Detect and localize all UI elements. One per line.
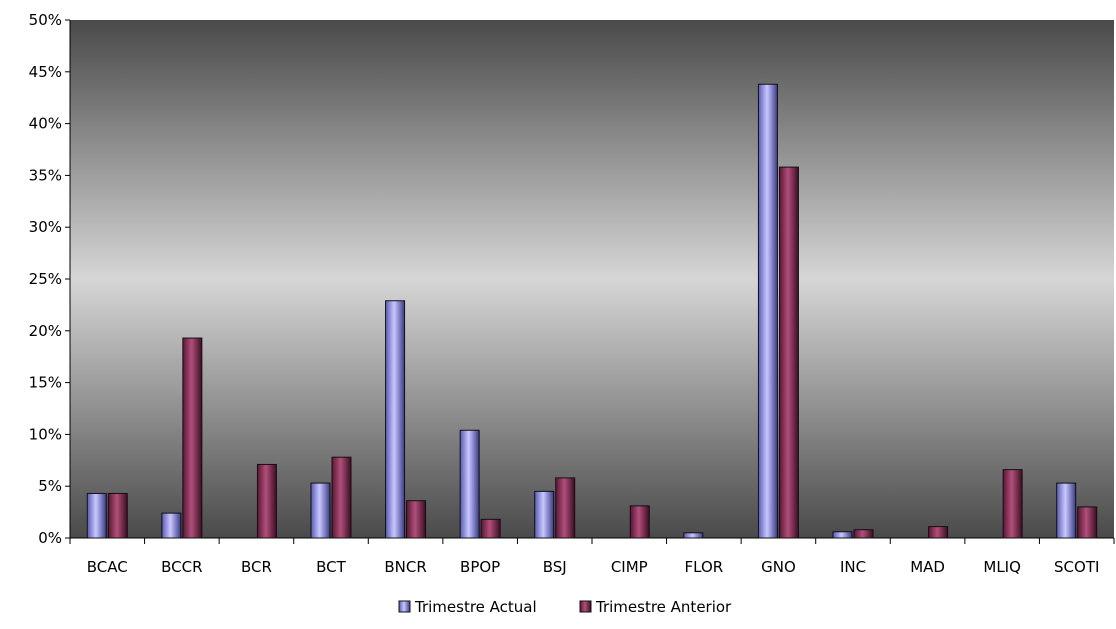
bar-trimestre-anterior [778, 166, 799, 539]
x-tick-label: GNO [761, 558, 796, 576]
x-tick-label: BCT [316, 558, 347, 576]
y-tick-label: 0% [38, 529, 62, 547]
y-tick-label: 25% [29, 270, 62, 288]
bar-trimestre-anterior [256, 463, 277, 539]
bar-trimestre-actual [459, 429, 480, 539]
x-tick-label: BPOP [460, 558, 500, 576]
bar-trimestre-anterior [331, 456, 352, 539]
x-tick-label: BCR [241, 558, 272, 576]
x-tick-label: MLIQ [983, 558, 1021, 576]
x-tick-labels: BCAC BCCR BCR BCT BNCR BPOP BSJ CIMP FLOR GNO INC M… [87, 558, 1100, 576]
bar-trimestre-anterior [406, 500, 427, 539]
bar-trimestre-actual [86, 492, 107, 539]
bar-trimestre-actual [310, 482, 331, 539]
x-tick-label: FLOR [685, 558, 724, 576]
bar-trimestre-actual [534, 490, 555, 539]
bar-trimestre-anterior [555, 477, 576, 539]
bar-trimestre-anterior [629, 505, 650, 539]
bar-trimestre-anterior [480, 518, 501, 539]
y-tick-label: 50% [29, 11, 62, 29]
plot-area [70, 20, 1114, 538]
x-tick-label: BCAC [87, 558, 128, 576]
y-tick-label: 30% [29, 218, 62, 236]
x-tick-label: MAD [910, 558, 945, 576]
x-tick-label: INC [840, 558, 866, 576]
y-tick-labels: 0% 5% 10% 15% 20% 25% 30% 35% 40% 45% 50% [29, 11, 62, 547]
y-tick-label: 20% [29, 322, 62, 340]
bar-trimestre-actual [832, 531, 853, 539]
bar-trimestre-anterior [1077, 506, 1098, 539]
x-tick-label: SCOTI [1054, 558, 1099, 576]
x-tick-label: BCCR [161, 558, 202, 576]
x-tick-label: BNCR [384, 558, 426, 576]
legend-label: Trimestre Anterior [595, 598, 732, 616]
bar-trimestre-anterior [853, 529, 874, 539]
legend-label: Trimestre Actual [414, 598, 537, 616]
bar-trimestre-anterior [928, 526, 949, 539]
bar-trimestre-anterior [1002, 469, 1023, 539]
bar-trimestre-actual [1056, 482, 1077, 539]
bar-trimestre-actual [385, 300, 406, 539]
y-tick-label: 5% [38, 477, 62, 495]
legend-swatch [398, 600, 411, 613]
y-tick-label: 35% [29, 166, 62, 184]
bars [86, 83, 1098, 539]
legend-swatch [579, 600, 592, 613]
y-tick-label: 10% [29, 425, 62, 443]
y-tick-label: 45% [29, 63, 62, 81]
x-tick-label: BSJ [543, 558, 567, 576]
bar-trimestre-actual [757, 83, 778, 539]
x-tick-label: CIMP [611, 558, 648, 576]
y-tick-label: 40% [29, 115, 62, 133]
y-tick-label: 15% [29, 374, 62, 392]
bar-trimestre-actual [683, 532, 704, 539]
legend: Trimestre Actual Trimestre Anterior [398, 598, 732, 616]
bar-trimestre-anterior [182, 337, 203, 539]
bar-trimestre-actual [161, 512, 182, 539]
bar-trimestre-anterior [107, 492, 128, 539]
